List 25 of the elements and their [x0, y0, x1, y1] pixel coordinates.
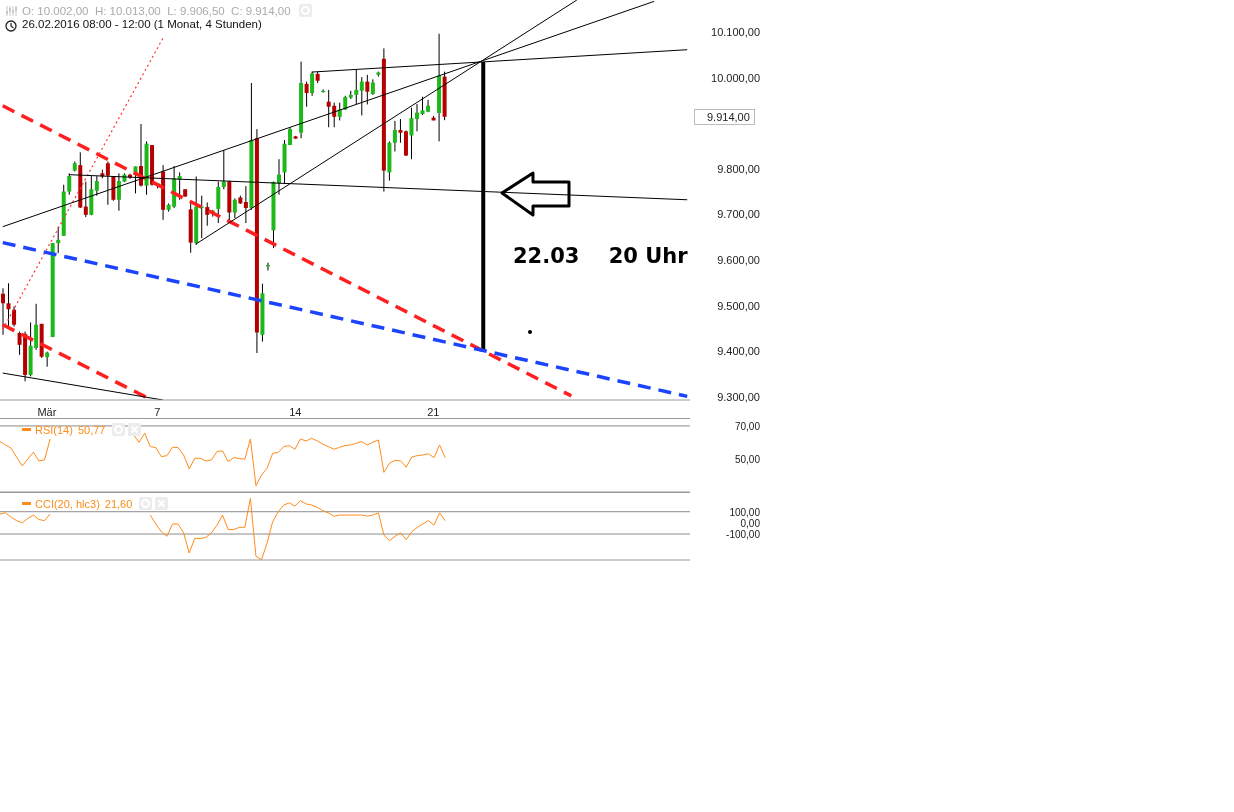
y-tick-label: 9.600,00: [717, 253, 760, 266]
y-tick-label: 10.000,00: [711, 71, 760, 84]
y-tick-label: 50,00: [734, 453, 761, 465]
y-tick-label: 9.500,00: [717, 299, 760, 312]
annotation: 50,77: [77, 423, 106, 436]
y-tick-label: -100,00: [726, 529, 761, 541]
y-tick-label: 9.300,00: [717, 390, 760, 403]
text: 9.914,00: [694, 109, 755, 125]
y-tick-label: 70,00: [734, 420, 761, 432]
text: 26.02.2016 08:00 - 12:00 (1 Monat, 4 Stunden): [22, 18, 262, 30]
y-tick-label: 9.800,00: [717, 162, 760, 175]
x-tick-label: 14: [289, 405, 302, 418]
legend-label: CCI(20, hlc3): [35, 497, 100, 510]
y-tick-label: 0,00: [740, 517, 761, 529]
y-tick-label: 9.400,00: [717, 345, 760, 358]
annotation: 21,60: [104, 497, 133, 510]
legend-label: RSI(14): [35, 423, 73, 436]
y-tick-label: 10.100,00: [711, 25, 760, 38]
chart-title: O: 10.002,00 H: 10.013,00 L: 9.906,50 C: 9.914,00: [22, 4, 291, 17]
y-tick-label: 9.700,00: [717, 208, 760, 221]
x-tick-label: Mär: [37, 405, 57, 418]
x-tick-label: 21: [427, 405, 440, 418]
y-tick-label: 100,00: [729, 506, 761, 518]
annotation: 22.03 20 Uhr: [513, 244, 688, 268]
x-tick-label: 7: [154, 405, 161, 418]
